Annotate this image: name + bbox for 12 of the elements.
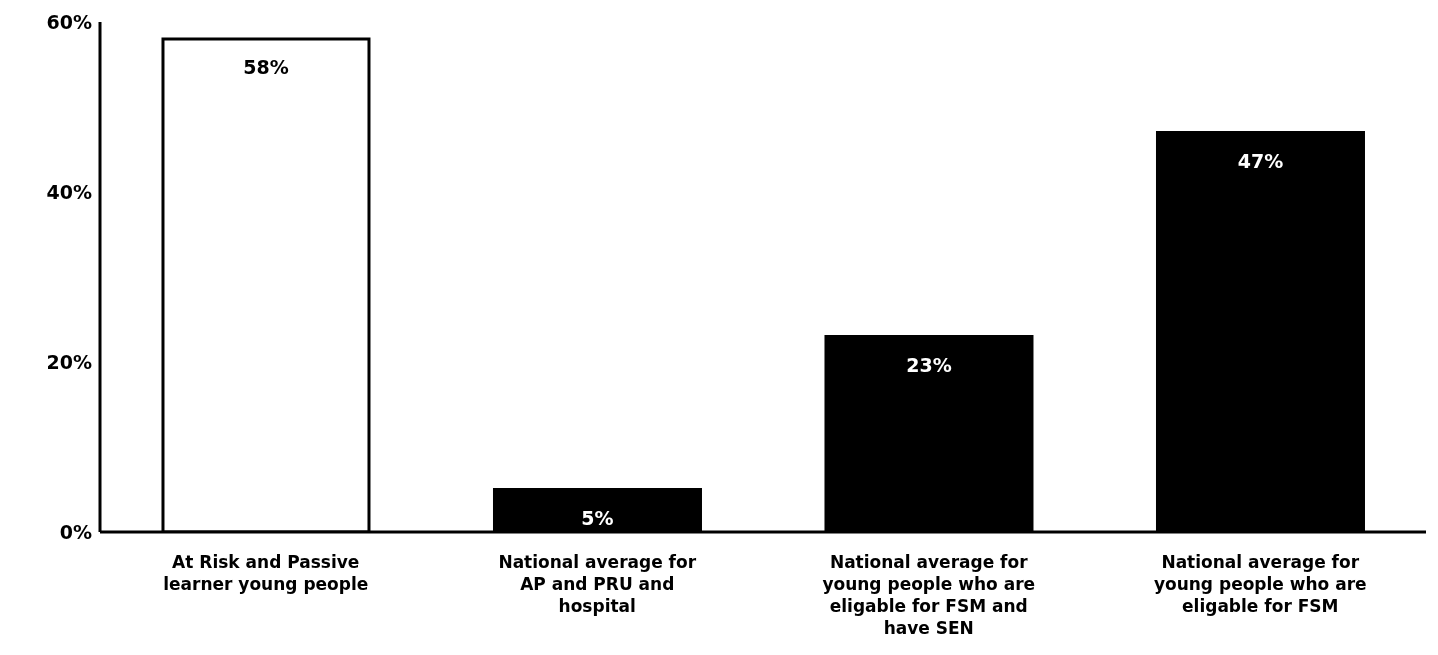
x-tick-label: National average for young people who are eligable for FSM [1153, 552, 1367, 616]
x-tick-label: National average for young people who are eligable for FSM and have SEN [822, 552, 1036, 638]
data-label: 47% [1237, 149, 1284, 172]
data-label: 58% [243, 56, 289, 78]
y-tick-label: 20% [46, 350, 92, 373]
y-tick-label: 60% [46, 10, 92, 33]
data-label: 23% [906, 353, 952, 376]
x-tick-label: At Risk and Passive learner young people [163, 552, 369, 594]
y-tick-label: 0% [59, 520, 92, 543]
y-tick-label: 40% [46, 180, 92, 203]
data-label: 5% [581, 506, 614, 529]
x-tick-label: National average for AP and PRU and hospital [498, 552, 697, 616]
